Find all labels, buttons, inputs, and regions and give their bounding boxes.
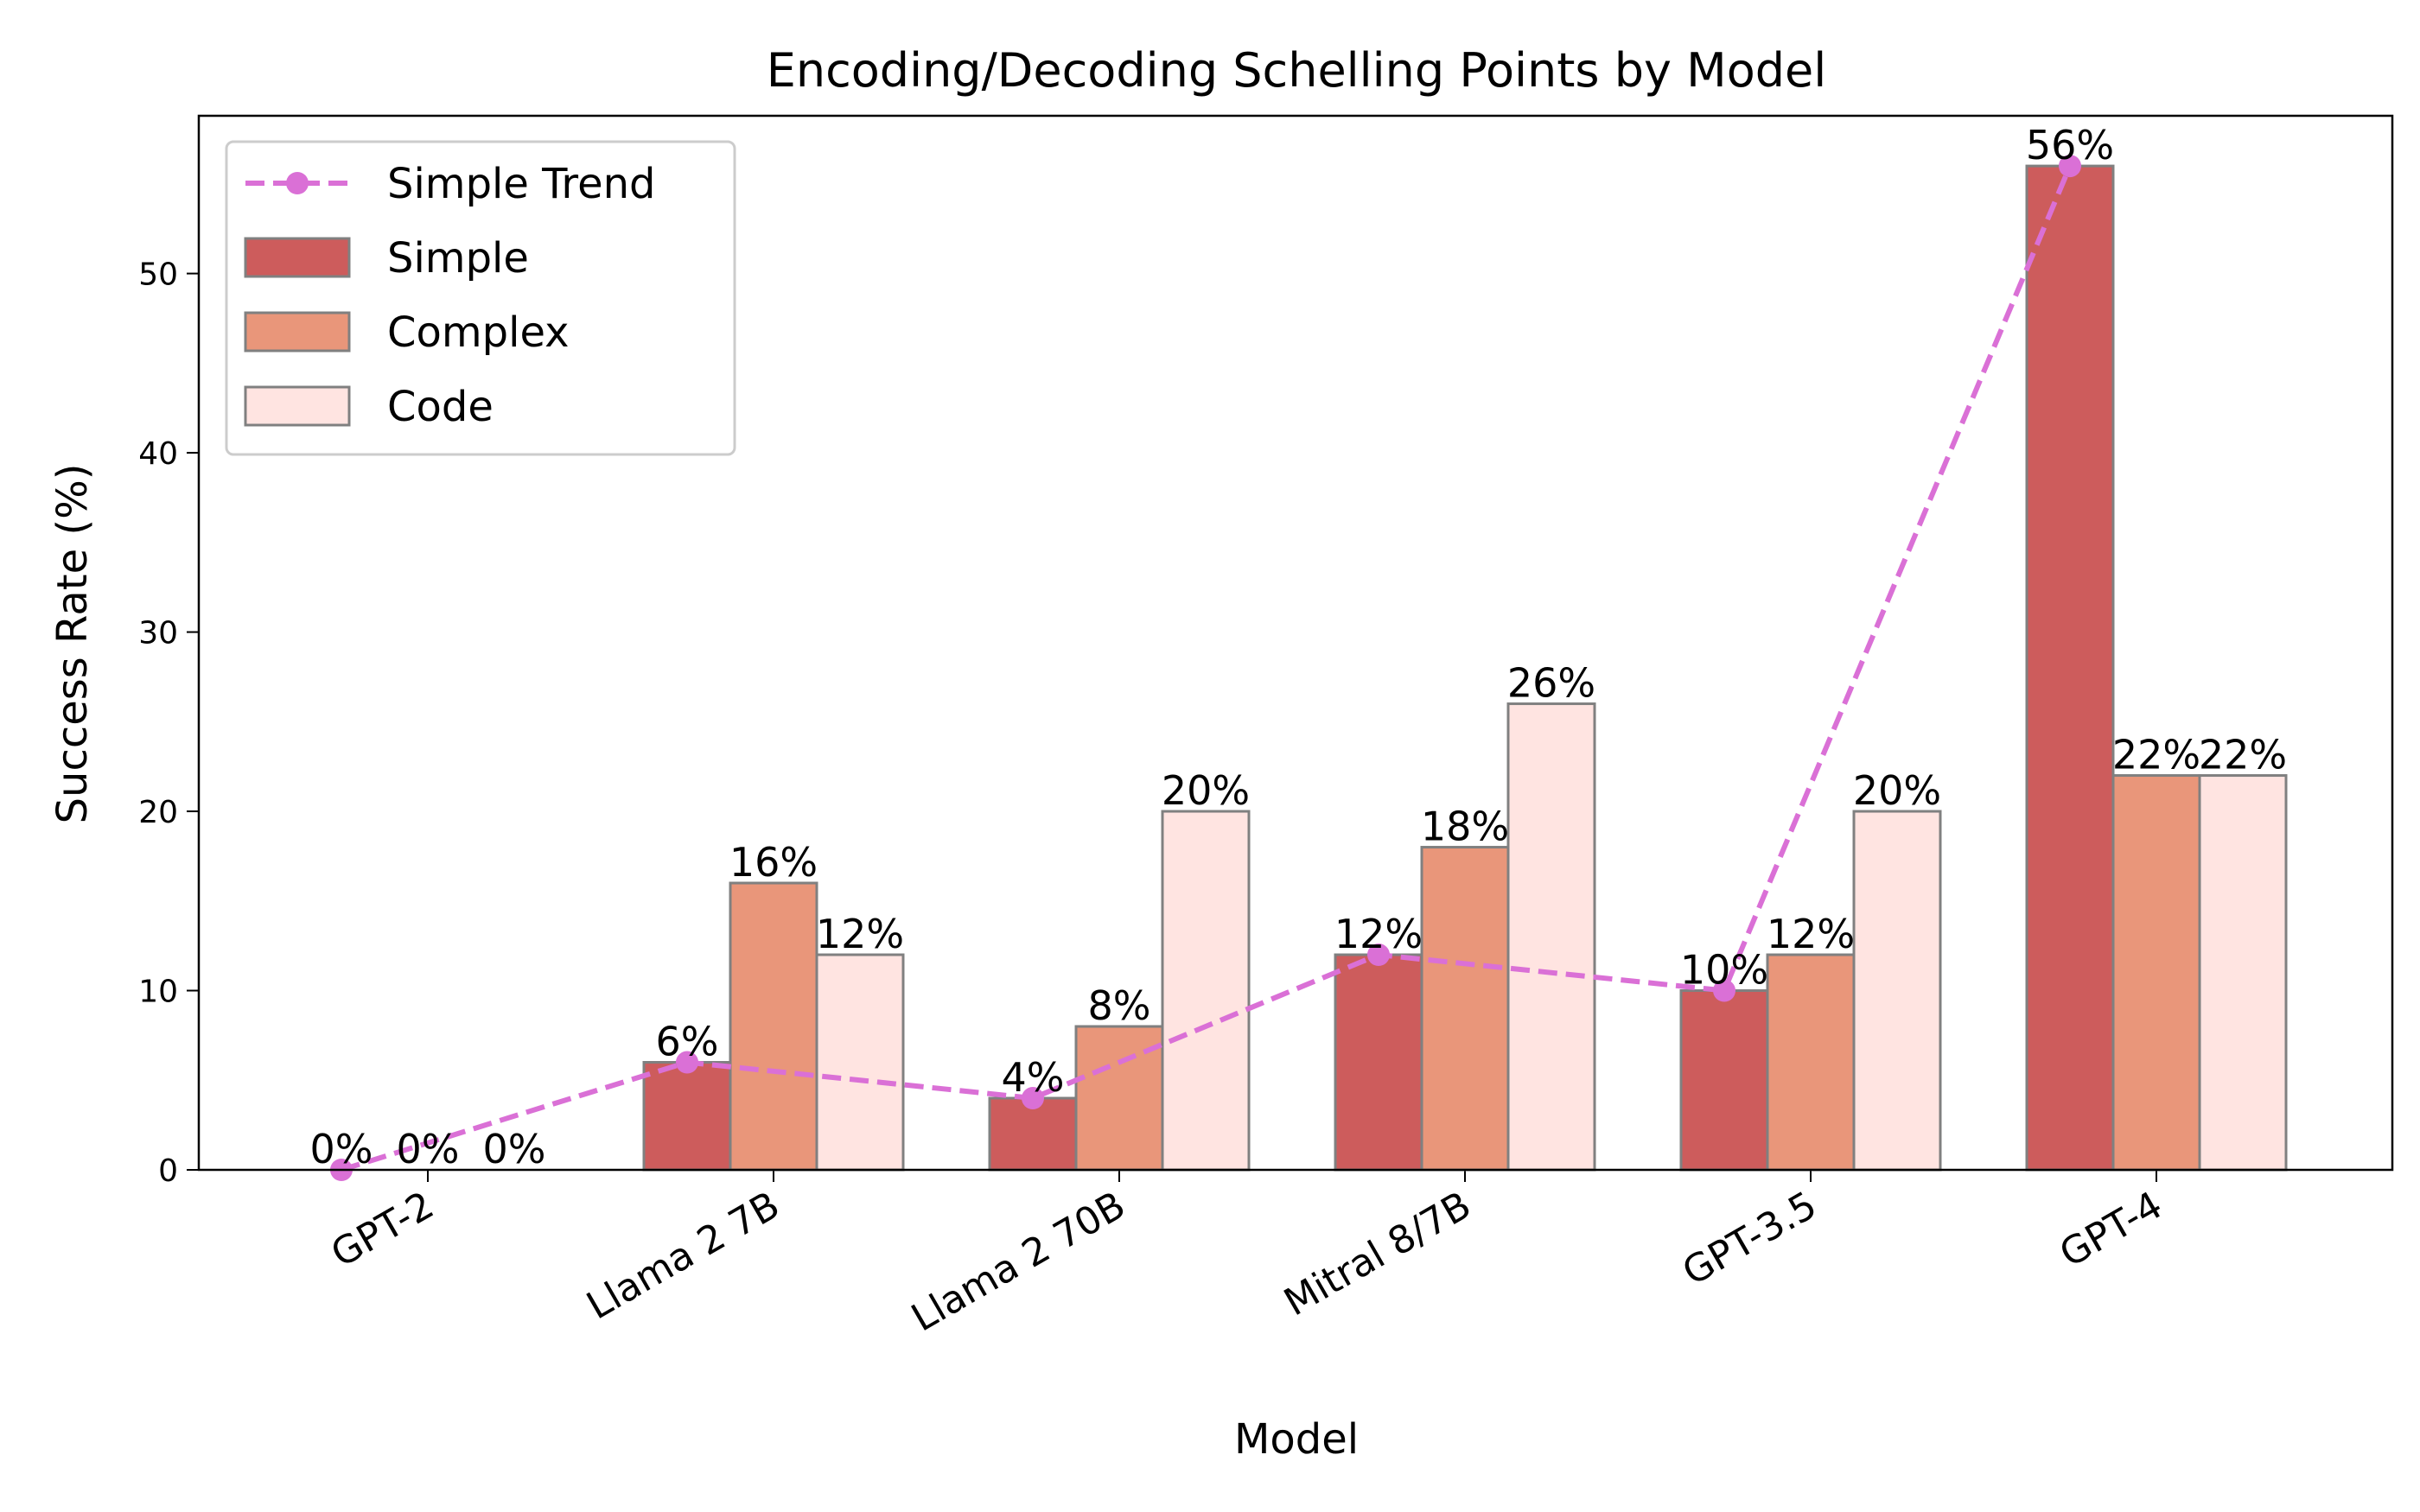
data-label: 26% [1507, 660, 1595, 707]
y-tick-label: 10 [138, 975, 178, 1010]
bar-simple [988, 1096, 1078, 1172]
bar-code [1506, 702, 1596, 1172]
y-tick-label: 30 [138, 616, 178, 651]
x-tick-label: GPT-3.5 [1675, 1183, 1824, 1294]
x-tick-label: GPT-4 [2053, 1183, 2170, 1276]
data-label: 10% [1680, 947, 1768, 994]
legend-swatch-complex [244, 311, 351, 353]
plot-area: 0 10 20 30 40 50 GPT-2 Llama 2 7B Llama 2 70B Mit… [138, 114, 2394, 1340]
bar-simple [1334, 953, 1423, 1172]
trend-point [1713, 979, 1735, 1002]
trend-point [676, 1051, 698, 1074]
data-label: 0% [397, 1126, 460, 1172]
data-label: 20% [1162, 767, 1250, 814]
data-label: 22% [2199, 732, 2287, 778]
legend-label-complex: Complex [387, 308, 570, 357]
bar-complex [2111, 774, 2201, 1172]
bar-complex [1766, 953, 1856, 1172]
data-label: 0% [483, 1126, 546, 1172]
data-label: 6% [656, 1019, 719, 1065]
chart-title: Encoding/Decoding Schelling Points by Mo… [767, 43, 1827, 98]
legend: Simple Trend Simple Complex Code [225, 140, 736, 456]
data-label: 8% [1088, 982, 1151, 1029]
bar-code [815, 953, 905, 1172]
data-label: 16% [729, 839, 818, 886]
x-tick-label: Llama 2 70B [904, 1183, 1132, 1340]
y-axis-label: Success Rate (%) [48, 464, 97, 824]
legend-swatch-simple [244, 237, 351, 278]
y-tick-label: 0 [158, 1153, 178, 1189]
y-tick-label: 50 [138, 257, 178, 293]
trend-point [1022, 1087, 1044, 1110]
x-tick-label: Llama 2 7B [580, 1183, 787, 1328]
data-label: 56% [2026, 122, 2114, 168]
trend-point [1367, 943, 1390, 967]
bar-simple [2025, 164, 2115, 1172]
bar-simple [642, 1061, 732, 1172]
legend-label-simple: Simple [387, 234, 529, 283]
bar-simple [1679, 989, 1769, 1172]
bar-complex [729, 881, 818, 1172]
x-axis-label: Model [1234, 1415, 1359, 1464]
legend-label-code: Code [387, 383, 494, 431]
data-label: 18% [1421, 804, 1509, 850]
data-label: 22% [2112, 732, 2200, 778]
y-tick-label: 20 [138, 795, 178, 830]
bar-complex [1420, 846, 1510, 1172]
data-label: 20% [1853, 767, 1941, 814]
bar-code [1161, 810, 1251, 1172]
legend-marker-simple-trend [286, 172, 309, 194]
trend-point [2059, 155, 2081, 178]
y-tick-label: 40 [138, 436, 178, 472]
x-tick-label: Mitral 8/7B [1277, 1183, 1478, 1325]
legend-box [225, 140, 736, 456]
data-label: 12% [816, 911, 904, 957]
legend-swatch-code [244, 385, 351, 427]
legend-label-simple-trend: Simple Trend [387, 160, 656, 208]
bar-code [2198, 774, 2288, 1172]
data-label: 0% [310, 1126, 373, 1172]
data-label: 4% [1002, 1054, 1065, 1101]
axes-frame [197, 114, 2394, 1172]
data-label: 12% [1767, 911, 1855, 957]
trend-line [341, 164, 2073, 1172]
bar-code [1852, 810, 1942, 1172]
data-label: 12% [1334, 911, 1423, 957]
x-tick-label: GPT-2 [324, 1183, 442, 1276]
